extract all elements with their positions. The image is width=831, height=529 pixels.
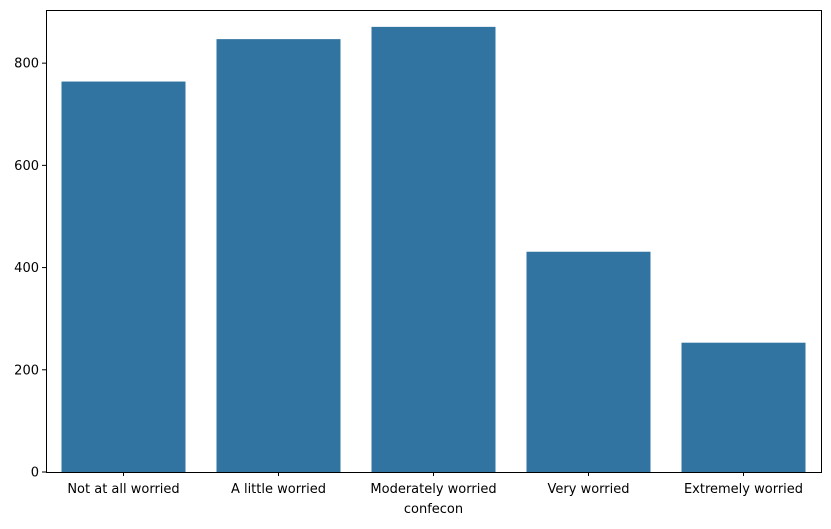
y-tick-label-2: 400 [14, 261, 39, 276]
x-tick-label-3: Very worried [548, 482, 630, 497]
bars-layer [61, 26, 806, 473]
x-tick-label-4: Extremely worried [684, 482, 803, 497]
bar-3 [526, 251, 651, 472]
x-tick-label-0: Not at all worried [67, 482, 179, 497]
bar-0 [61, 81, 186, 472]
bar-1 [216, 39, 341, 473]
x-tick-label-2: Moderately worried [370, 482, 496, 497]
bar-4 [681, 342, 806, 472]
plot-frame [46, 10, 822, 473]
x-axis-ticks: Not at all worried A little worried Modera… [67, 472, 803, 497]
y-tick-label-1: 200 [14, 363, 39, 378]
y-tick-label-0: 0 [31, 466, 39, 481]
y-tick-label-4: 800 [14, 57, 39, 72]
x-axis-label: confecon [404, 502, 463, 517]
y-axis-ticks: 0 200 400 600 800 [14, 57, 46, 481]
y-tick-label-3: 600 [14, 159, 39, 174]
bar-2 [371, 26, 496, 472]
x-tick-label-1: A little worried [231, 482, 326, 497]
